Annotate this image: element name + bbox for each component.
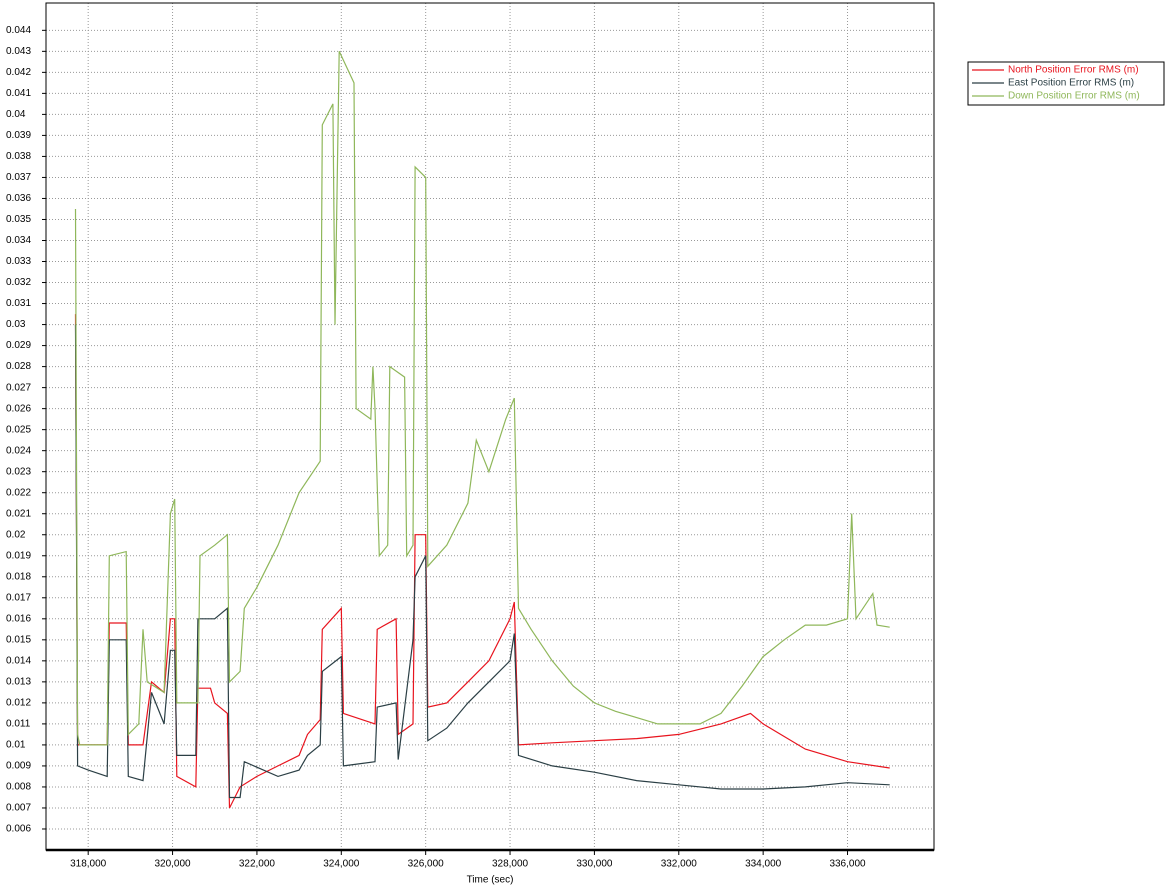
y-tick-label: 0.007 xyxy=(6,803,31,814)
y-tick-label: 0.042 xyxy=(6,67,31,78)
y-tick-label: 0.023 xyxy=(6,466,31,477)
y-tick-label: 0.041 xyxy=(6,88,31,99)
y-tick-label: 0.036 xyxy=(6,193,31,204)
y-tick-label: 0.018 xyxy=(6,571,31,582)
y-tick-label: 0.019 xyxy=(6,550,31,561)
y-tick-label: 0.025 xyxy=(6,424,31,435)
x-tick-label: 336,000 xyxy=(829,859,866,870)
x-axis-label: Time (sec) xyxy=(467,875,514,886)
y-tick-label: 0.017 xyxy=(6,592,31,603)
y-tick-label: 0.026 xyxy=(6,403,31,414)
x-tick-label: 324,000 xyxy=(323,859,360,870)
legend-label: North Position Error RMS (m) xyxy=(1008,65,1139,76)
y-tick-label: 0.03 xyxy=(6,319,26,330)
x-tick-label: 318,000 xyxy=(70,859,107,870)
y-tick-label: 0.022 xyxy=(6,487,31,498)
y-tick-label: 0.01 xyxy=(6,740,26,751)
series-line xyxy=(74,324,890,799)
y-tick-label: 0.031 xyxy=(6,298,31,309)
y-tick-label: 0.033 xyxy=(6,256,31,267)
y-tick-label: 0.009 xyxy=(6,761,31,772)
y-tick-label: 0.008 xyxy=(6,782,31,793)
y-tick-label: 0.021 xyxy=(6,508,31,519)
y-tick-label: 0.028 xyxy=(6,361,31,372)
y-tick-label: 0.039 xyxy=(6,130,31,141)
y-tick-label: 0.027 xyxy=(6,382,31,393)
x-tick-label: 326,000 xyxy=(408,859,445,870)
x-tick-label: 328,000 xyxy=(492,859,529,870)
y-tick-label: 0.037 xyxy=(6,172,31,183)
y-tick-label: 0.013 xyxy=(6,677,31,688)
legend-label: East Position Error RMS (m) xyxy=(1008,78,1134,89)
y-tick-label: 0.038 xyxy=(6,151,31,162)
y-tick-label: 0.006 xyxy=(6,824,31,835)
y-tick-label: 0.014 xyxy=(6,655,31,666)
y-tick-label: 0.016 xyxy=(6,613,31,624)
y-tick-label: 0.024 xyxy=(6,445,31,456)
x-tick-label: 334,000 xyxy=(745,859,782,870)
y-tick-label: 0.034 xyxy=(6,235,31,246)
y-tick-label: 0.032 xyxy=(6,277,31,288)
y-tick-label: 0.012 xyxy=(6,698,31,709)
y-tick-label: 0.035 xyxy=(6,214,31,225)
y-tick-label: 0.043 xyxy=(6,46,31,57)
y-tick-label: 0.015 xyxy=(6,634,31,645)
x-tick-label: 330,000 xyxy=(576,859,613,870)
series-line xyxy=(74,314,890,809)
x-tick-label: 320,000 xyxy=(154,859,191,870)
x-tick-label: 332,000 xyxy=(661,859,698,870)
y-tick-label: 0.02 xyxy=(6,529,26,540)
y-tick-label: 0.044 xyxy=(6,25,31,36)
legend-label: Down Position Error RMS (m) xyxy=(1008,91,1140,102)
y-tick-label: 0.029 xyxy=(6,340,31,351)
y-tick-label: 0.011 xyxy=(6,719,31,730)
y-tick-label: 0.04 xyxy=(6,109,26,120)
x-tick-label: 322,000 xyxy=(239,859,276,870)
series-line xyxy=(74,51,890,746)
